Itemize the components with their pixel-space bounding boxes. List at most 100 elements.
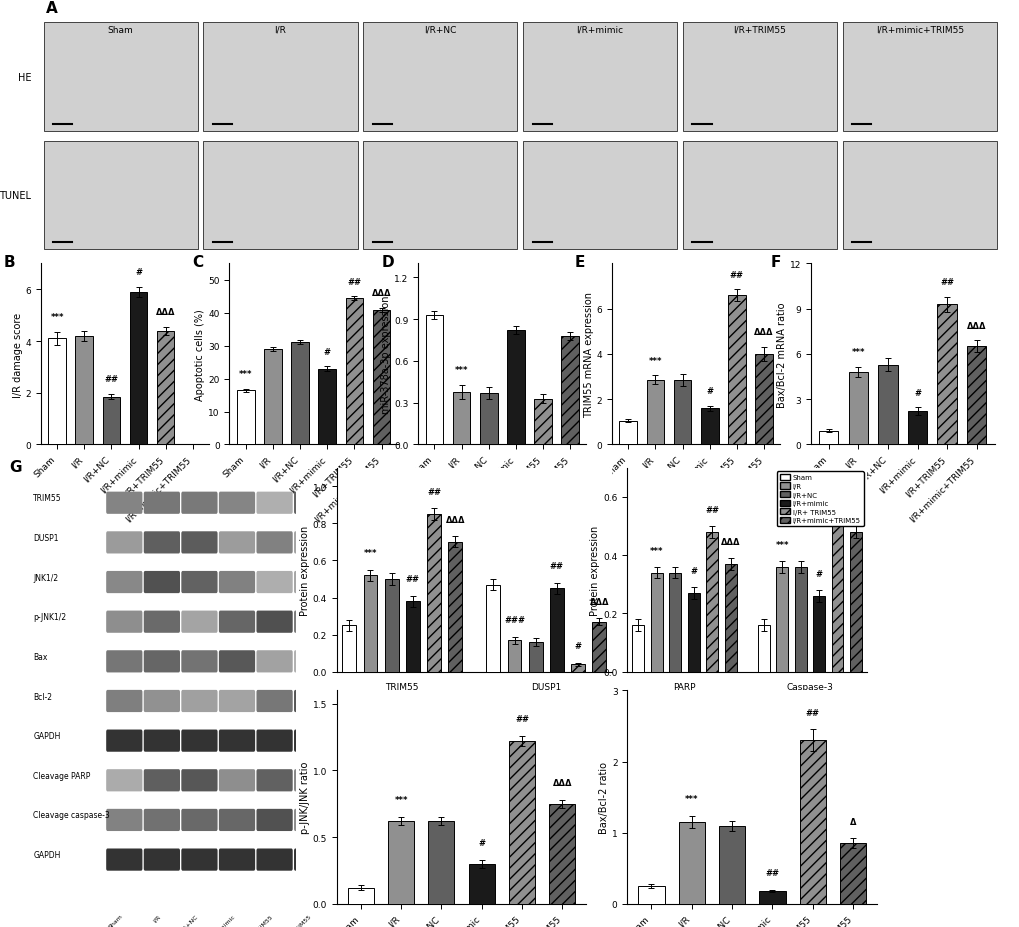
Bar xyxy=(812,596,824,672)
Y-axis label: p-JNK/JNK ratio: p-JNK/JNK ratio xyxy=(300,761,310,833)
Text: I/R+NC: I/R+NC xyxy=(179,912,199,927)
Text: ##: ## xyxy=(848,505,862,514)
Text: B: B xyxy=(4,255,15,270)
Legend: Sham, I/R, I/R+NC, I/R+mimic, I/R+ TRIM55, I/R+mimic+TRIM55: Sham, I/R, I/R+NC, I/R+mimic, I/R+ TRIM5… xyxy=(776,472,863,527)
Text: I/R: I/R xyxy=(274,26,286,34)
Text: #: # xyxy=(913,388,920,397)
FancyBboxPatch shape xyxy=(363,142,517,250)
Bar xyxy=(571,665,585,672)
FancyBboxPatch shape xyxy=(181,611,217,633)
Bar xyxy=(678,822,704,904)
Text: #: # xyxy=(690,566,697,576)
FancyBboxPatch shape xyxy=(181,809,217,832)
Bar xyxy=(757,626,769,672)
Text: p-JNK1/2: p-JNK1/2 xyxy=(34,613,66,622)
FancyBboxPatch shape xyxy=(682,142,837,250)
Bar xyxy=(718,826,745,904)
Bar xyxy=(452,392,470,445)
Text: Cleavage caspase-3: Cleavage caspase-3 xyxy=(34,810,110,819)
Bar xyxy=(936,305,956,445)
Bar xyxy=(754,354,772,445)
Bar xyxy=(560,337,579,445)
Bar xyxy=(646,381,663,445)
Bar xyxy=(425,315,443,445)
Text: #: # xyxy=(135,268,142,276)
Y-axis label: Bax/Bcl-2 mRNA ratio: Bax/Bcl-2 mRNA ratio xyxy=(776,302,787,407)
Bar xyxy=(794,567,806,672)
Bar xyxy=(428,821,454,904)
FancyBboxPatch shape xyxy=(181,848,217,870)
Text: HE: HE xyxy=(17,72,32,83)
Text: ***: *** xyxy=(774,540,788,549)
Bar xyxy=(907,412,926,445)
FancyBboxPatch shape xyxy=(256,651,292,673)
Text: ##: ## xyxy=(704,505,718,514)
Bar xyxy=(638,886,664,904)
FancyBboxPatch shape xyxy=(181,651,217,673)
FancyBboxPatch shape xyxy=(44,23,198,132)
Text: #: # xyxy=(705,387,712,396)
Text: ##: ## xyxy=(104,375,118,384)
Bar xyxy=(839,844,865,904)
Text: I/R+mimic: I/R+mimic xyxy=(210,912,236,927)
Text: I/R: I/R xyxy=(152,912,161,921)
Text: Cleavage PARP: Cleavage PARP xyxy=(34,771,91,780)
FancyBboxPatch shape xyxy=(256,769,292,792)
FancyBboxPatch shape xyxy=(293,809,330,832)
Bar xyxy=(129,293,147,445)
Text: JNK1/2: JNK1/2 xyxy=(34,573,58,582)
Bar xyxy=(830,521,843,672)
FancyBboxPatch shape xyxy=(219,611,255,633)
FancyBboxPatch shape xyxy=(144,611,179,633)
FancyBboxPatch shape xyxy=(106,769,143,792)
FancyBboxPatch shape xyxy=(293,730,330,752)
Y-axis label: miR-378a-3p expression: miR-378a-3p expression xyxy=(381,296,391,413)
Bar xyxy=(342,626,356,672)
FancyBboxPatch shape xyxy=(203,23,358,132)
Bar xyxy=(728,296,745,445)
Text: #: # xyxy=(574,641,581,651)
Bar xyxy=(508,742,535,904)
FancyBboxPatch shape xyxy=(181,769,217,792)
Bar xyxy=(758,891,785,904)
Text: TRIM55: TRIM55 xyxy=(34,494,62,502)
FancyBboxPatch shape xyxy=(219,690,255,712)
Text: ***: *** xyxy=(50,312,64,322)
Text: ##: ## xyxy=(829,493,844,502)
Bar xyxy=(507,641,521,672)
Text: I/R+TRIM55: I/R+TRIM55 xyxy=(245,912,274,927)
Text: #: # xyxy=(815,569,821,578)
Text: ΔΔΔ: ΔΔΔ xyxy=(552,778,572,787)
Text: A: A xyxy=(46,1,57,16)
Text: ΔΔΔ: ΔΔΔ xyxy=(371,288,391,298)
FancyBboxPatch shape xyxy=(682,23,837,132)
FancyBboxPatch shape xyxy=(219,492,255,514)
Bar xyxy=(592,622,605,672)
FancyBboxPatch shape xyxy=(293,611,330,633)
Bar xyxy=(723,565,736,672)
Text: #: # xyxy=(478,838,485,847)
Text: ###: ### xyxy=(503,616,525,625)
FancyBboxPatch shape xyxy=(144,571,179,593)
FancyBboxPatch shape xyxy=(293,492,330,514)
FancyBboxPatch shape xyxy=(144,848,179,870)
FancyBboxPatch shape xyxy=(181,532,217,554)
FancyBboxPatch shape xyxy=(219,769,255,792)
Text: C: C xyxy=(193,255,204,270)
FancyBboxPatch shape xyxy=(363,23,517,132)
Bar xyxy=(548,804,575,904)
FancyBboxPatch shape xyxy=(256,571,292,593)
Text: ***: *** xyxy=(648,356,661,365)
FancyBboxPatch shape xyxy=(106,690,143,712)
Text: Bcl-2: Bcl-2 xyxy=(34,692,52,701)
FancyBboxPatch shape xyxy=(256,690,292,712)
Text: GAPDH: GAPDH xyxy=(34,731,60,741)
FancyBboxPatch shape xyxy=(144,690,179,712)
FancyBboxPatch shape xyxy=(106,651,143,673)
Y-axis label: Bax/Bcl-2 ratio: Bax/Bcl-2 ratio xyxy=(598,761,608,833)
FancyBboxPatch shape xyxy=(842,23,996,132)
Text: ***: *** xyxy=(851,348,864,357)
Bar xyxy=(480,393,497,445)
Bar xyxy=(372,311,390,445)
FancyBboxPatch shape xyxy=(842,142,996,250)
